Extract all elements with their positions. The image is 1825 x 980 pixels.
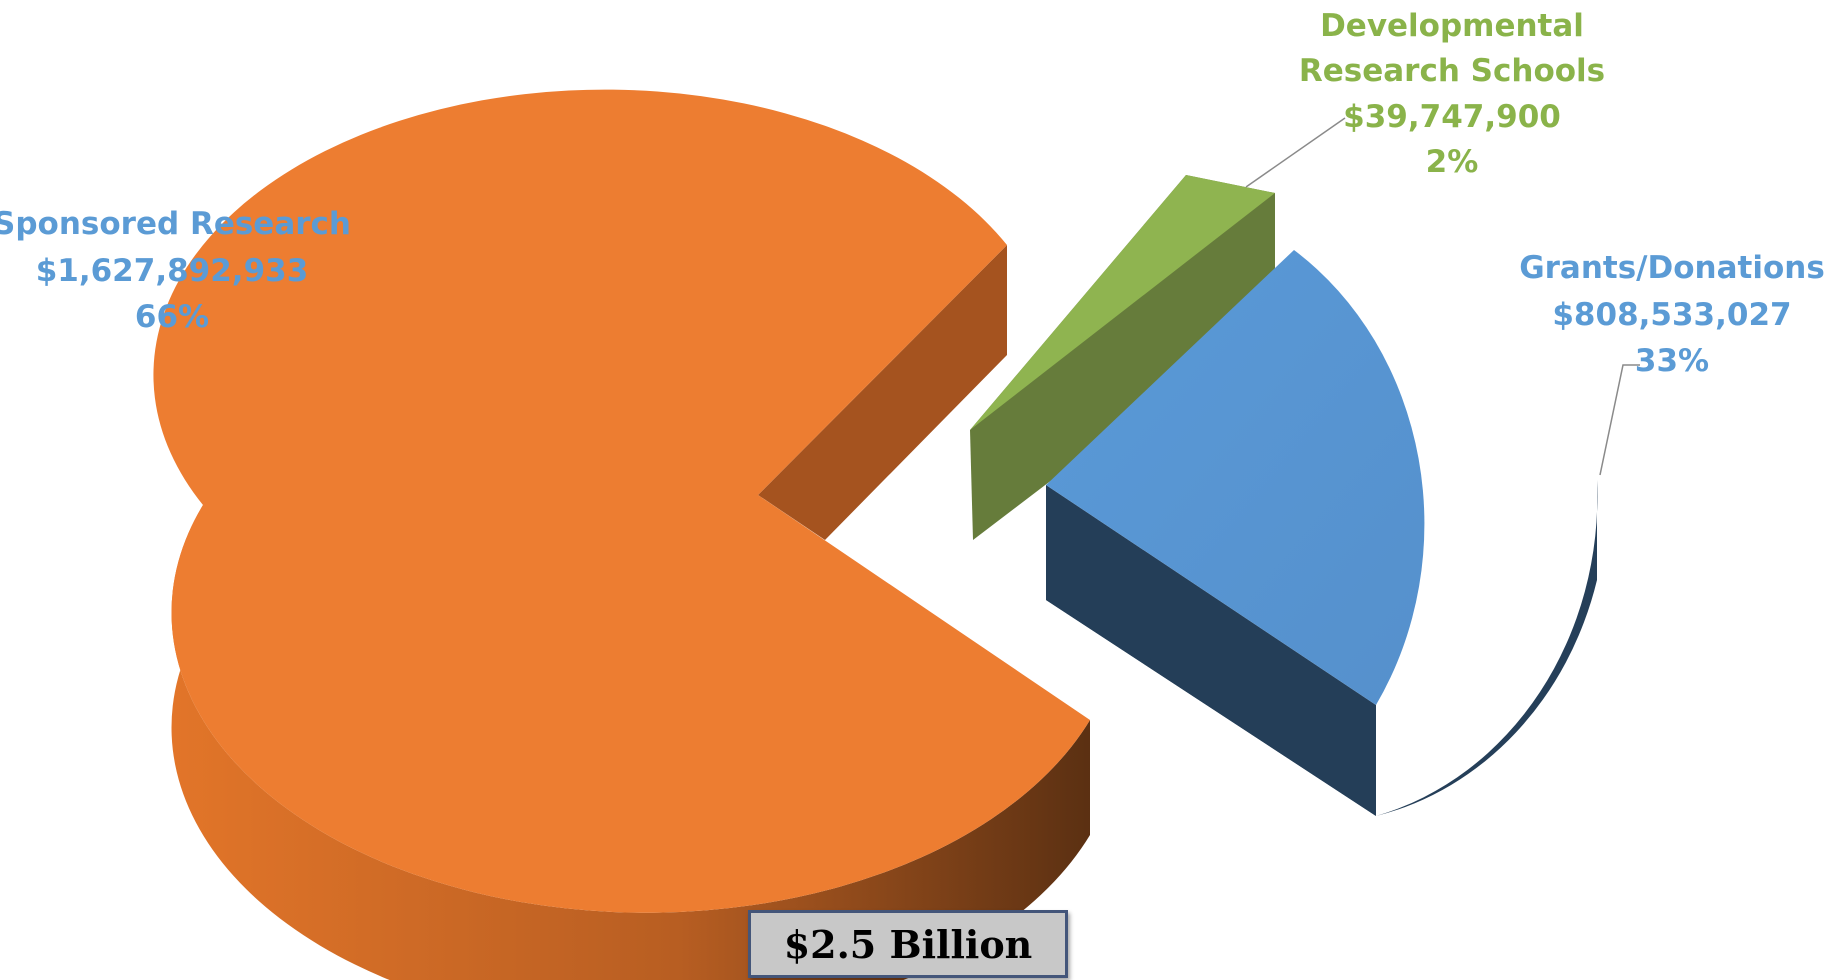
total-amount-label: $2.5 Billion	[784, 922, 1033, 967]
label-grants-donations-name: Grants/Donations	[1519, 250, 1825, 286]
label-developmental-percent: 2%	[1426, 144, 1479, 180]
label-grants-donations-percent: 33%	[1635, 343, 1709, 379]
leader-line-developmental-research-schools	[1246, 118, 1345, 187]
label-developmental-name-line-1: Developmental	[1320, 8, 1584, 44]
label-grants-donations-value: $808,533,027	[1552, 297, 1791, 333]
label-sponsored-research-name: Sponsored Research	[0, 206, 351, 242]
label-sponsored-research-percent: 66%	[135, 299, 209, 335]
leader-line-grants-donations	[1600, 365, 1640, 475]
label-developmental-name-line-2: Research Schools	[1299, 53, 1605, 89]
label-developmental-value: $39,747,900	[1343, 99, 1561, 135]
label-grants-donations: Grants/Donations $808,533,027 33%	[1519, 250, 1825, 379]
label-developmental-research-schools: Developmental Research Schools $39,747,9…	[1299, 8, 1605, 180]
total-amount-box: $2.5 Billion	[748, 910, 1068, 978]
label-sponsored-research-value: $1,627,892,933	[36, 253, 309, 289]
